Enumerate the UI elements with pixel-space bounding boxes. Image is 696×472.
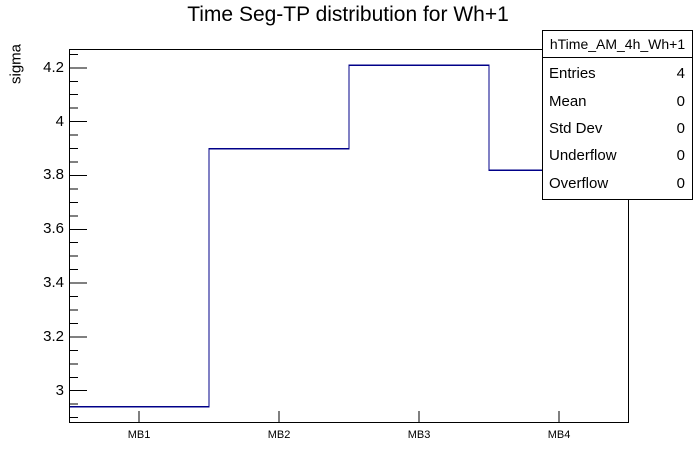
stats-row: Mean 0 [543,93,692,110]
x-tick-label: MB3 [407,429,431,441]
stats-label: Mean [549,92,587,110]
stats-value: 0 [676,119,685,137]
histogram-line [69,64,629,408]
stats-value: 0 [676,147,685,165]
histogram-svg [69,49,629,423]
y-tick-label: 3.4 [43,274,64,292]
stats-row: Overflow 0 [543,175,692,192]
y-tick-label: 4.2 [43,58,64,76]
stats-label: Std Dev [549,119,603,137]
stats-value: 0 [676,92,685,110]
x-tick-label: MB2 [267,429,291,441]
stats-value: 0 [676,174,685,192]
plot-frame-border [69,49,629,423]
y-tick-label: 3.8 [43,166,64,184]
stats-box-title: hTime_AM_4h_Wh+1 [543,31,692,58]
stats-box: hTime_AM_4h_Wh+1 Entries 4 Mean 0 Std De… [542,30,693,200]
stats-label: Underflow [549,147,617,165]
stats-box-rows: Entries 4 Mean 0 Std Dev 0 Underflow 0 O… [543,58,692,199]
stats-row: Underflow 0 [543,147,692,164]
stats-label: Overflow [549,174,609,192]
y-tick-label: 3.6 [43,220,64,238]
stats-row: Entries 4 [543,65,692,82]
plot-area [69,49,629,423]
x-tick-label: MB4 [547,429,571,441]
x-tick-label: MB1 [127,429,151,441]
stats-value: 4 [676,65,685,83]
stats-label: Entries [549,65,596,83]
y-tick-label: 3.2 [43,327,64,345]
chart-title: Time Seg-TP distribution for Wh+1 [187,3,509,26]
y-tick-label: 4 [55,112,64,130]
stats-row: Std Dev 0 [543,120,692,137]
y-tick-label: 3 [55,381,64,399]
